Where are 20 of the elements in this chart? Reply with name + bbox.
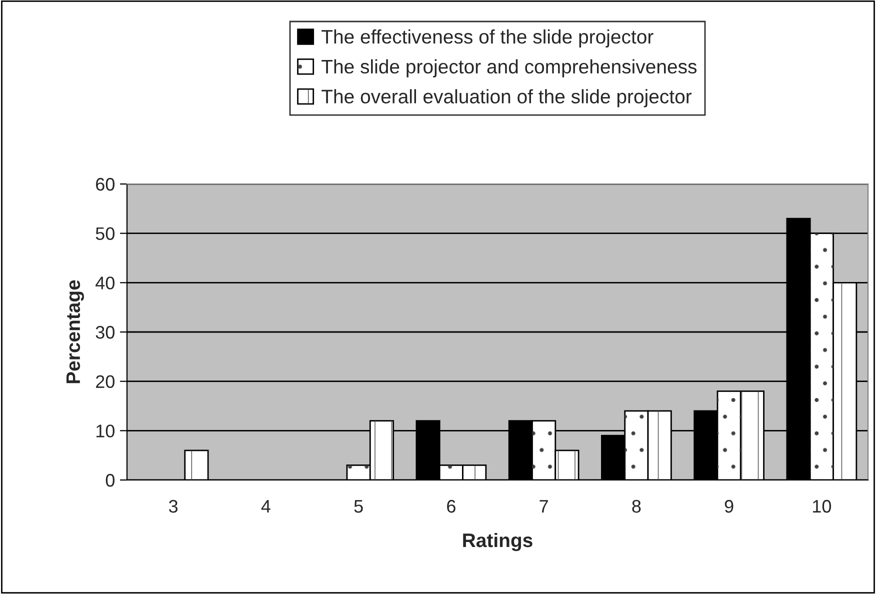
x-tick-label: 4 <box>261 500 270 513</box>
legend-label: The slide projector and comprehensiveness <box>322 59 697 78</box>
legend-label: The effectiveness of the slide projector <box>322 29 654 48</box>
x-tick-label: 10 <box>813 500 832 513</box>
y-tick-label: 50 <box>96 227 114 240</box>
x-tick-label: 3 <box>168 500 178 513</box>
x-tick-label: 8 <box>632 500 641 513</box>
x-axis-title: Ratings <box>463 532 532 552</box>
y-axis-title: Percentage <box>66 280 84 384</box>
y-tick-label: 40 <box>96 276 114 290</box>
y-tick-label: 30 <box>96 326 114 339</box>
y-tick-label: 60 <box>96 178 114 191</box>
y-tick-label: 10 <box>96 424 114 438</box>
x-tick-label: 9 <box>724 500 734 513</box>
y-tick-label: 0 <box>106 474 114 487</box>
x-tick-label: 7 <box>540 500 548 513</box>
y-tick-label: 20 <box>96 375 114 388</box>
x-tick-label: 5 <box>354 500 363 513</box>
x-tick-label: 6 <box>447 500 456 513</box>
legend-label: The overall evaluation of the slide projector <box>322 89 692 108</box>
